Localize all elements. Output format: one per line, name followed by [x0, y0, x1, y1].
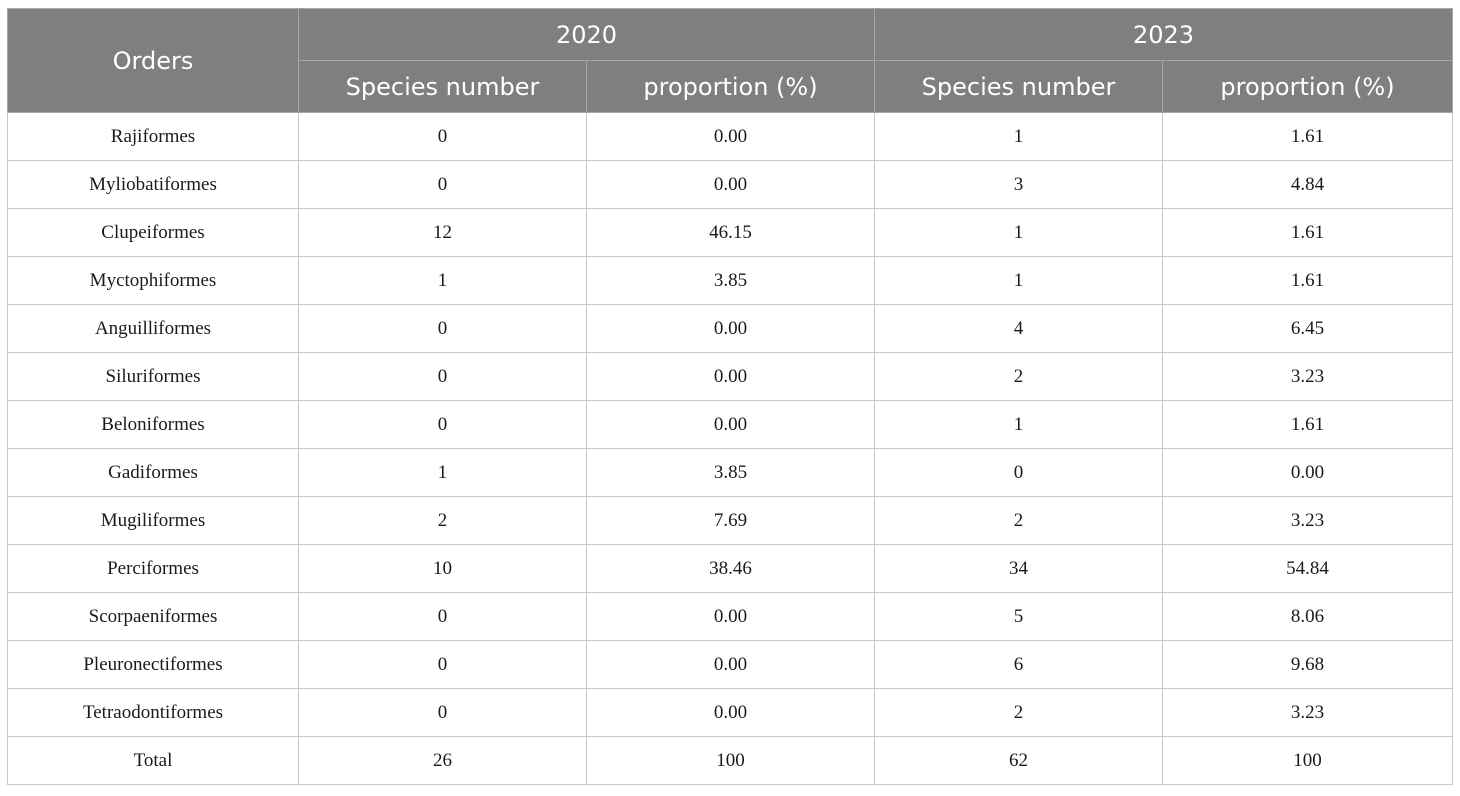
table-row: Scorpaeniformes 0 0.00 5 8.06	[7, 592, 1454, 641]
species-number-2020-cell: 2	[298, 496, 587, 545]
order-cell: Gadiformes	[7, 448, 299, 497]
species-number-2023-cell: 1	[874, 256, 1164, 305]
species-number-2023-cell: 62	[874, 736, 1164, 785]
species-number-2020-cell: 0	[298, 352, 587, 401]
proportion-2020-cell: 3.85	[585, 448, 876, 497]
order-cell: Pleuronectiformes	[7, 640, 299, 689]
species-number-2023-cell: 1	[874, 112, 1164, 161]
order-cell: Perciformes	[7, 544, 299, 593]
order-cell: Myctophiformes	[7, 256, 299, 305]
order-cell: Mugiliformes	[7, 496, 299, 545]
table-row: Myctophiformes 1 3.85 1 1.61	[7, 256, 1454, 305]
proportion-2023-cell: 3.23	[1162, 352, 1454, 401]
species-number-2023-cell: 34	[874, 544, 1164, 593]
proportion-2020-cell: 0.00	[585, 688, 876, 737]
total-row: Total 26 100 62 100	[7, 736, 1454, 785]
proportion-2020-cell: 100	[585, 736, 876, 785]
year-2020-header: 2020	[297, 8, 876, 61]
table-row: Gadiformes 1 3.85 0 0.00	[7, 448, 1454, 497]
proportion-2020-cell: 0.00	[585, 160, 876, 209]
header-row-years: Orders 2020 2023	[7, 8, 1454, 113]
proportion-2020-cell: 46.15	[585, 208, 876, 257]
proportion-2023-cell: 1.61	[1162, 112, 1454, 161]
orders-header: Orders	[7, 8, 299, 113]
table-row: Clupeiformes 12 46.15 1 1.61	[7, 208, 1454, 257]
species-number-2020-cell: 10	[298, 544, 587, 593]
table-container: Orders 2020 2023 Species number proporti…	[7, 8, 1454, 785]
proportion-2023-cell: 100	[1162, 736, 1454, 785]
table-body: Rajiformes 0 0.00 1 1.61 Myliobatiformes…	[7, 112, 1454, 785]
proportion-2020-cell: 0.00	[585, 352, 876, 401]
proportion-2023-cell: 3.23	[1162, 688, 1454, 737]
species-number-2023-cell: 4	[874, 304, 1164, 353]
species-number-2020-cell: 0	[298, 112, 587, 161]
table-header: Orders 2020 2023 Species number proporti…	[7, 8, 1454, 113]
proportion-2020-cell: 0.00	[585, 400, 876, 449]
proportion-2023-cell: 0.00	[1162, 448, 1454, 497]
table-row: Pleuronectiformes 0 0.00 6 9.68	[7, 640, 1454, 689]
proportion-2023-cell: 9.68	[1162, 640, 1454, 689]
table-row: Perciformes 10 38.46 34 54.84	[7, 544, 1454, 593]
species-number-2020-cell: 26	[298, 736, 587, 785]
proportion-2020-header: proportion (%)	[585, 60, 876, 113]
species-number-2020-cell: 0	[298, 400, 587, 449]
species-number-2020-cell: 0	[298, 304, 587, 353]
proportion-2023-cell: 6.45	[1162, 304, 1454, 353]
order-cell: Clupeiformes	[7, 208, 299, 257]
proportion-2020-cell: 0.00	[585, 640, 876, 689]
species-number-2023-cell: 6	[874, 640, 1164, 689]
table-row: Beloniformes 0 0.00 1 1.61	[7, 400, 1454, 449]
species-number-2020-cell: 0	[298, 592, 587, 641]
proportion-2020-cell: 0.00	[585, 304, 876, 353]
order-cell: Myliobatiformes	[7, 160, 299, 209]
table-row: Tetraodontiformes 0 0.00 2 3.23	[7, 688, 1454, 737]
year-2023-header: 2023	[874, 8, 1454, 61]
table-row: Anguilliformes 0 0.00 4 6.45	[7, 304, 1454, 353]
species-number-2023-header: Species number	[874, 60, 1164, 113]
proportion-2023-cell: 3.23	[1162, 496, 1454, 545]
order-cell: Anguilliformes	[7, 304, 299, 353]
proportion-2023-cell: 1.61	[1162, 400, 1454, 449]
species-number-2020-cell: 1	[298, 448, 587, 497]
proportion-2023-cell: 54.84	[1162, 544, 1454, 593]
species-number-2020-cell: 12	[298, 208, 587, 257]
proportion-2020-cell: 7.69	[585, 496, 876, 545]
species-number-2020-cell: 0	[298, 160, 587, 209]
table-row: Myliobatiformes 0 0.00 3 4.84	[7, 160, 1454, 209]
proportion-2023-cell: 4.84	[1162, 160, 1454, 209]
order-cell: Beloniformes	[7, 400, 299, 449]
table-row: Siluriformes 0 0.00 2 3.23	[7, 352, 1454, 401]
species-number-2023-cell: 1	[874, 400, 1164, 449]
proportion-2020-cell: 3.85	[585, 256, 876, 305]
species-number-2020-cell: 1	[298, 256, 587, 305]
species-number-2023-cell: 2	[874, 688, 1164, 737]
order-cell: Scorpaeniformes	[7, 592, 299, 641]
proportion-2023-cell: 1.61	[1162, 208, 1454, 257]
table-row: Mugiliformes 2 7.69 2 3.23	[7, 496, 1454, 545]
species-number-2020-header: Species number	[298, 60, 587, 113]
table-row: Rajiformes 0 0.00 1 1.61	[7, 112, 1454, 161]
proportion-2020-cell: 0.00	[585, 592, 876, 641]
proportion-2020-cell: 38.46	[585, 544, 876, 593]
species-number-2020-cell: 0	[298, 640, 587, 689]
proportion-2020-cell: 0.00	[585, 112, 876, 161]
order-cell: Rajiformes	[7, 112, 299, 161]
order-cell: Tetraodontiformes	[7, 688, 299, 737]
species-number-2023-cell: 2	[874, 496, 1164, 545]
species-number-2023-cell: 3	[874, 160, 1164, 209]
order-cell: Total	[7, 736, 299, 785]
species-number-2023-cell: 1	[874, 208, 1164, 257]
species-number-2023-cell: 0	[874, 448, 1164, 497]
species-number-2023-cell: 5	[874, 592, 1164, 641]
species-number-2020-cell: 0	[298, 688, 587, 737]
order-cell: Siluriformes	[7, 352, 299, 401]
header-row-columns: Species number proportion (%) Species nu…	[8, 60, 1454, 113]
proportion-2023-header: proportion (%)	[1162, 60, 1454, 113]
species-number-2023-cell: 2	[874, 352, 1164, 401]
proportion-2023-cell: 8.06	[1162, 592, 1454, 641]
species-table: Orders 2020 2023 Species number proporti…	[7, 8, 1454, 785]
proportion-2023-cell: 1.61	[1162, 256, 1454, 305]
